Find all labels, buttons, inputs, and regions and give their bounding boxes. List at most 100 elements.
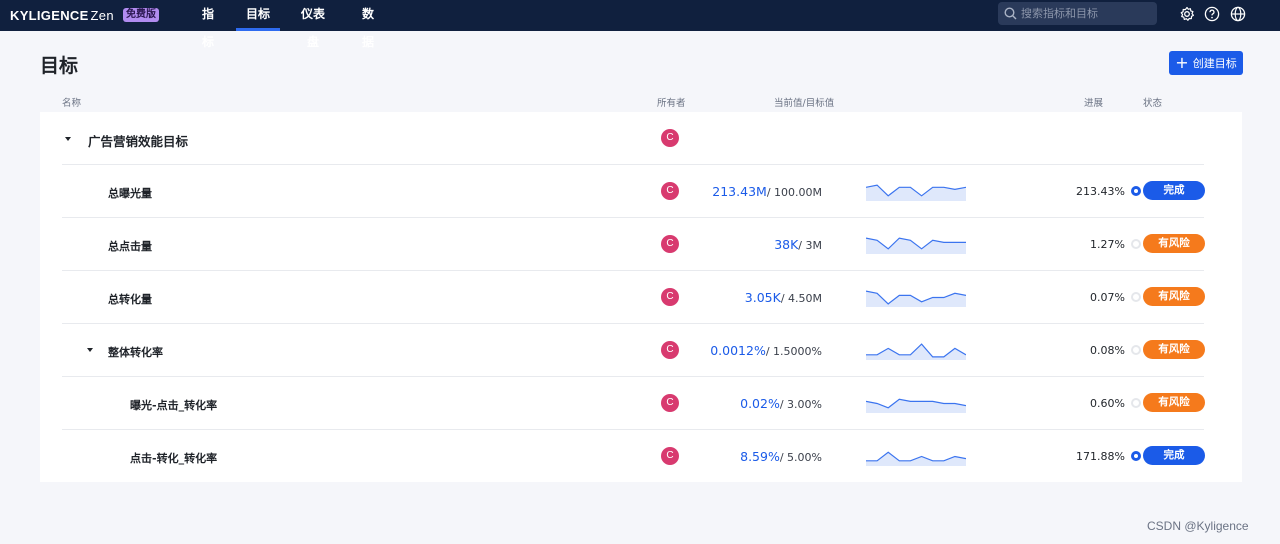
sparkline-line bbox=[866, 398, 966, 409]
table-row[interactable]: 总点击量 C 38K/ 3M 1.27% 有风险 bbox=[40, 218, 1242, 271]
progress-ring-icon bbox=[1131, 292, 1141, 302]
current-target-value: 0.02%/ 3.00% bbox=[740, 396, 822, 411]
trend-sparkline bbox=[866, 290, 966, 307]
goal-name[interactable]: 总转化量 bbox=[108, 293, 152, 306]
status-badge[interactable]: 有风险 bbox=[1143, 393, 1205, 412]
status-badge[interactable]: 完成 bbox=[1143, 181, 1205, 200]
edition-badge: 免费版 bbox=[123, 8, 159, 22]
current-value: 8.59% bbox=[740, 449, 780, 464]
trend-sparkline bbox=[866, 184, 966, 201]
progress-ring-icon bbox=[1131, 345, 1141, 355]
column-header-status: 状态 bbox=[1143, 98, 1163, 109]
progress-text: 213.43% bbox=[1076, 185, 1125, 198]
status-badge[interactable]: 有风险 bbox=[1143, 234, 1205, 253]
sparkline-line bbox=[866, 451, 966, 462]
target-value: / 1.5000% bbox=[765, 345, 822, 358]
status-badge[interactable]: 有风险 bbox=[1143, 287, 1205, 306]
caret-down-icon[interactable] bbox=[87, 348, 93, 352]
current-target-value: 8.59%/ 5.00% bbox=[740, 449, 822, 464]
goal-name[interactable]: 总曝光量 bbox=[108, 187, 152, 200]
app-logo[interactable]: KYLIGENCE Zen bbox=[10, 8, 114, 23]
progress-ring-icon bbox=[1131, 398, 1141, 408]
current-value: 213.43M bbox=[712, 184, 767, 199]
owner-avatar: C bbox=[661, 447, 679, 465]
target-value: / 3M bbox=[798, 239, 822, 252]
column-header-value: 当前值/目标值 bbox=[774, 98, 835, 109]
goal-name[interactable]: 总点击量 bbox=[108, 240, 152, 253]
progress-text: 0.60% bbox=[1090, 397, 1125, 410]
caret-down-icon[interactable] bbox=[65, 137, 71, 141]
trend-sparkline bbox=[866, 451, 966, 466]
current-value: 3.05K bbox=[744, 290, 781, 305]
status-badge[interactable]: 完成 bbox=[1143, 446, 1205, 465]
search-box[interactable] bbox=[998, 2, 1157, 25]
current-value: 0.02% bbox=[740, 396, 780, 411]
current-target-value: 213.43M/ 100.00M bbox=[712, 184, 822, 199]
create-goal-label: 创建目标 bbox=[1192, 57, 1237, 70]
progress-text: 0.08% bbox=[1090, 344, 1125, 357]
settings-icon[interactable] bbox=[1179, 6, 1195, 22]
nav-item-goals[interactable]: 目标 bbox=[236, 0, 280, 31]
row-divider bbox=[62, 323, 1204, 324]
create-goal-button[interactable]: + 创建目标 bbox=[1169, 51, 1243, 75]
table-row[interactable]: 总转化量 C 3.05K/ 4.50M 0.07% 有风险 bbox=[40, 271, 1242, 324]
sparkline-area bbox=[866, 238, 966, 254]
target-value: / 5.00% bbox=[779, 451, 822, 464]
row-divider bbox=[62, 376, 1204, 377]
progress-ring-icon bbox=[1131, 186, 1141, 196]
target-value: / 3.00% bbox=[779, 398, 822, 411]
sparkline-area bbox=[866, 344, 966, 360]
row-divider bbox=[62, 164, 1204, 165]
goal-name[interactable]: 点击-转化_转化率 bbox=[130, 452, 218, 465]
progress-text: 1.27% bbox=[1090, 238, 1125, 251]
search-input[interactable] bbox=[1021, 7, 1151, 20]
current-value: 0.0012% bbox=[710, 343, 766, 358]
row-divider bbox=[62, 429, 1204, 430]
progress-ring-icon bbox=[1131, 239, 1141, 249]
globe-icon[interactable] bbox=[1230, 6, 1246, 22]
owner-avatar: C bbox=[661, 182, 679, 200]
sparkline-area bbox=[866, 185, 966, 201]
goal-name[interactable]: 整体转化率 bbox=[108, 346, 163, 359]
nav-item-dashboards[interactable]: 仪表盘 bbox=[300, 7, 325, 49]
status-badge[interactable]: 有风险 bbox=[1143, 340, 1205, 359]
help-icon[interactable] bbox=[1204, 6, 1220, 22]
search-icon bbox=[1004, 7, 1017, 20]
current-target-value: 3.05K/ 4.50M bbox=[745, 290, 822, 305]
table-row[interactable]: 曝光-点击_转化率 C 0.02%/ 3.00% 0.60% 有风险 bbox=[40, 377, 1242, 430]
goal-name[interactable]: 广告营销效能目标 bbox=[88, 134, 189, 149]
row-divider bbox=[62, 270, 1204, 271]
watermark: CSDN @Kyligence bbox=[1147, 519, 1249, 533]
progress-text: 171.88% bbox=[1076, 450, 1125, 463]
table-row-group[interactable]: 广告营销效能目标 C bbox=[40, 112, 1242, 165]
sparkline-line bbox=[866, 343, 966, 358]
column-header-progress: 进展 bbox=[1084, 98, 1104, 109]
owner-avatar: C bbox=[661, 288, 679, 306]
nav-item-metrics[interactable]: 指标 bbox=[201, 7, 214, 49]
owner-avatar: C bbox=[661, 394, 679, 412]
top-navigation-bar: KYLIGENCE Zen 免费版 指标 目标 仪表盘 数据 bbox=[0, 0, 1280, 49]
target-value: / 4.50M bbox=[780, 292, 822, 305]
current-value: 38K bbox=[774, 237, 799, 252]
table-row[interactable]: 点击-转化_转化率 C 8.59%/ 5.00% 171.88% 完成 bbox=[40, 430, 1242, 483]
owner-avatar: C bbox=[661, 235, 679, 253]
sparkline-area bbox=[866, 399, 966, 413]
progress-ring-icon bbox=[1131, 451, 1141, 461]
current-target-value: 0.0012%/ 1.5000% bbox=[710, 343, 822, 358]
target-value: / 100.00M bbox=[766, 186, 822, 199]
row-divider bbox=[62, 217, 1204, 218]
trend-sparkline bbox=[866, 237, 966, 254]
progress-text: 0.07% bbox=[1090, 291, 1125, 304]
goal-name[interactable]: 曝光-点击_转化率 bbox=[130, 399, 218, 412]
page-title: 目标 bbox=[40, 55, 79, 77]
owner-avatar: C bbox=[661, 341, 679, 359]
owner-avatar: C bbox=[661, 129, 679, 147]
trend-sparkline bbox=[866, 343, 966, 360]
table-row[interactable]: 总曝光量 C 213.43M/ 100.00M 213.43% 完成 bbox=[40, 165, 1242, 218]
current-target-value: 38K/ 3M bbox=[774, 237, 822, 252]
nav-item-data[interactable]: 数据 bbox=[361, 7, 374, 49]
sparkline-line bbox=[866, 237, 966, 250]
trend-sparkline bbox=[866, 398, 966, 413]
table-row-group[interactable]: 整体转化率 C 0.0012%/ 1.5000% 0.08% 有风险 bbox=[40, 324, 1242, 377]
column-header-name: 名称 bbox=[62, 98, 82, 109]
